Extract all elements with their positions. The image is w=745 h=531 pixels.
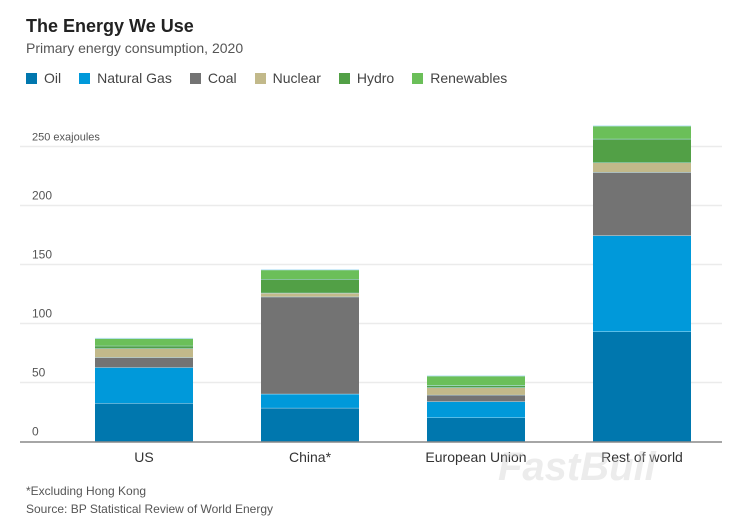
bar-segment-nuclear bbox=[261, 292, 359, 297]
bar-segment-natural-gas bbox=[261, 393, 359, 408]
bar-segment-renewables bbox=[95, 338, 193, 346]
bar-segment-hydro bbox=[593, 138, 691, 163]
legend-swatch bbox=[26, 72, 37, 84]
bar-segment-nuclear bbox=[593, 162, 691, 173]
bar-segment-nuclear bbox=[95, 348, 193, 358]
y-tick-label: 150 bbox=[32, 248, 52, 262]
chart-subtitle: Primary energy consumption, 2020 bbox=[26, 40, 244, 56]
legend-item: Coal bbox=[189, 70, 237, 86]
y-tick-label: 100 bbox=[32, 307, 52, 321]
x-tick-label: Rest of world bbox=[601, 449, 683, 465]
legend-label: Natural Gas bbox=[97, 70, 172, 86]
legend-swatch bbox=[189, 72, 201, 84]
y-tick-label: 200 bbox=[32, 189, 52, 203]
bar-segment-oil bbox=[593, 331, 691, 442]
bar-segment-oil bbox=[261, 407, 359, 442]
bar-segment-coal bbox=[427, 394, 525, 402]
legend-label: Coal bbox=[207, 70, 237, 86]
bar-segment-hydro bbox=[261, 279, 359, 293]
bar-segment-coal bbox=[261, 296, 359, 394]
watermark: FastBull bbox=[498, 445, 656, 489]
bar-segment-oil bbox=[427, 417, 525, 442]
source-note: Source: BP Statistical Review of World E… bbox=[26, 502, 273, 516]
y-tick-label: 50 bbox=[32, 366, 46, 380]
x-tick-label: China* bbox=[289, 449, 332, 465]
bar-segment-coal bbox=[95, 357, 193, 368]
chart-title: The Energy We Use bbox=[26, 16, 194, 36]
bar-segment-renewables bbox=[427, 375, 525, 386]
bar-segment-natural-gas bbox=[593, 235, 691, 332]
bar-segment-renewables bbox=[261, 269, 359, 280]
footnote: *Excluding Hong Kong bbox=[26, 484, 147, 498]
legend-label: Hydro bbox=[356, 70, 395, 86]
legend-item: Natural Gas bbox=[79, 70, 172, 86]
legend-swatch bbox=[338, 72, 350, 84]
y-tick-label: 0 bbox=[32, 425, 39, 439]
legend-item: Renewables bbox=[412, 70, 507, 86]
legend-label: Nuclear bbox=[272, 70, 321, 86]
legend-swatch bbox=[254, 72, 266, 84]
legend-swatch bbox=[412, 72, 424, 84]
legend-swatch bbox=[79, 72, 91, 84]
bar-segment-renewables bbox=[593, 125, 691, 139]
legend-label: Renewables bbox=[430, 70, 508, 86]
bar-segment-nuclear bbox=[427, 387, 525, 395]
legend: Oil Natural Gas Coal Nuclear Hydro Renewables bbox=[26, 70, 525, 86]
y-tick-label: 250 exajoules bbox=[32, 132, 100, 144]
legend-item: Oil bbox=[26, 70, 61, 86]
legend-item: Nuclear bbox=[254, 70, 321, 86]
bar-segment-coal bbox=[593, 172, 691, 236]
bar-segment-hydro bbox=[95, 345, 193, 349]
bar-segment-natural-gas bbox=[95, 367, 193, 404]
bar-segment-oil bbox=[95, 403, 193, 442]
legend-item: Hydro bbox=[338, 70, 395, 86]
legend-label: Oil bbox=[44, 70, 62, 86]
bar-segment-natural-gas bbox=[427, 401, 525, 418]
bar-segment-hydro bbox=[427, 385, 525, 388]
x-tick-label: European Union bbox=[425, 449, 526, 465]
x-tick-label: US bbox=[134, 449, 153, 465]
